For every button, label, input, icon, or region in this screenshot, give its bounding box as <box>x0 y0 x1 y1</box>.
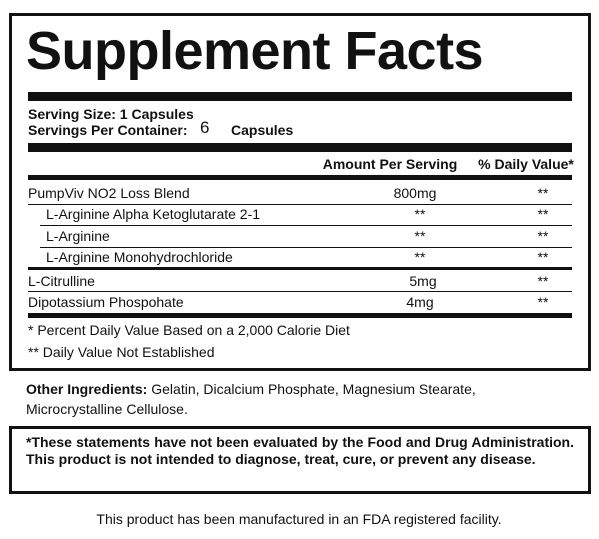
ingredient-dv: ** <box>537 273 549 289</box>
ingredient-amount: 5mg <box>409 273 437 289</box>
ingredient-dv: ** <box>537 228 549 244</box>
thin-rule <box>28 204 572 205</box>
ingredient-dv: ** <box>537 294 549 310</box>
serving-size: Serving Size: 1 Capsules <box>28 106 194 122</box>
servings-label: Servings Per Container: <box>28 122 188 138</box>
ingredient-amount: 4mg <box>406 294 434 310</box>
medium-rule <box>28 313 572 318</box>
footnote: ** Daily Value Not Established <box>28 344 215 360</box>
ingredient-amount: ** <box>414 249 426 265</box>
servings-unit: Capsules <box>231 122 294 138</box>
medium-rule <box>28 175 572 180</box>
ingredient-dv: ** <box>537 185 549 201</box>
servings-value: 6 <box>200 118 210 137</box>
thin-rule <box>28 291 572 292</box>
other-ingredients: Other Ingredients: Gelatin, Dicalcium Ph… <box>26 379 546 419</box>
thick-rule <box>28 143 572 152</box>
ingredient-name: L-Arginine Monohydrochloride <box>46 249 233 265</box>
thin-rule <box>40 225 572 226</box>
ingredient-amount: ** <box>414 228 426 244</box>
ingredient-name: Dipotassium Phospohate <box>28 294 184 310</box>
ingredient-dv: ** <box>537 206 549 222</box>
other-ingredients-text: Gelatin, Dicalcium Phosphate, Magnesium … <box>26 381 476 417</box>
thick-rule <box>28 92 572 101</box>
ingredient-amount: ** <box>414 206 426 222</box>
ingredient-amount: 800mg <box>393 185 437 201</box>
disclaimer: *These statements have not been evaluate… <box>26 434 574 467</box>
medium-rule <box>28 267 572 270</box>
disclaimer-box <box>9 426 591 494</box>
thin-rule <box>40 247 572 248</box>
footer: This product has been manufactured in an… <box>96 511 502 527</box>
amount-header: Amount Per Serving <box>322 156 458 172</box>
title: Supplement Facts <box>26 21 484 81</box>
ingredient-dv: ** <box>537 249 549 265</box>
footnote: * Percent Daily Value Based on a 2,000 C… <box>28 322 350 338</box>
dv-header: % Daily Value* <box>478 156 574 172</box>
facts-box <box>9 13 591 371</box>
ingredient-name: L-Citrulline <box>28 273 95 289</box>
ingredient-name: L-Arginine <box>46 228 110 244</box>
ingredient-name: PumpViv NO2 Loss Blend <box>28 185 190 201</box>
ingredient-name: L-Arginine Alpha Ketoglutarate 2-1 <box>46 206 261 222</box>
other-ingredients-label: Other Ingredients: <box>26 381 148 397</box>
